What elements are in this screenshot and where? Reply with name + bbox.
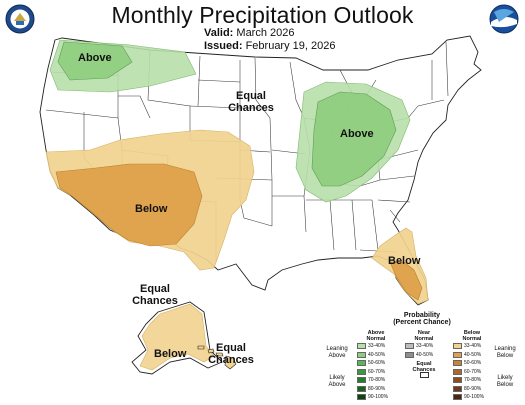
legend-title: Probability (Percent Chance) [322,312,522,326]
legend-near-swatch [405,343,414,349]
legend-above-range: 70-80% [368,377,386,383]
legend-above-swatch [357,368,366,375]
legend-likely-above-line2: Above [328,382,346,388]
equal-chances-alaska-line1: Equal [140,283,170,295]
valid-line: Valid: March 2026 [204,27,295,39]
legend-title-line1: Probability [403,312,441,319]
legend-near-header-line2: Normal [414,336,434,342]
legend-above-range: 33-40% [368,343,386,349]
legend-above-header-line2: Normal [366,336,386,342]
legend-equal-chances-swatch [420,372,429,378]
legend-leaning-above-line2: Above [328,353,346,359]
legend-equal-chances-line2: Chances [412,367,436,373]
legend-title-line2: (Percent Chance) [393,319,451,326]
legend-leaning-above: Leaning Above [322,346,352,360]
valid-label: Valid: [204,27,234,39]
legend-below-range: 40-50% [464,351,482,358]
legend-below-range: 33-40% [464,343,482,349]
legend-below-range: 60-70% [464,368,482,375]
legend: Probability (Percent Chance) Above Norma… [322,312,522,404]
legend-above-swatch [357,385,366,392]
legend-below-swatch [453,360,462,366]
equal-chances-center-line1: Equal [236,90,266,102]
legend-below-swatch [453,377,462,383]
legend-below-swatch [453,368,462,375]
legend-leaning-above-line1: Leaning [326,346,348,352]
equal-chances-hawaii-line1: Equal [216,342,246,354]
legend-leaning-below-line1: Leaning [494,346,516,352]
legend-below-range: 50-60% [464,360,482,366]
label-equal-chances-center: Equal Chances [226,90,276,114]
legend-above-range: 60-70% [368,368,386,375]
legend-below-swatch [453,394,462,400]
equal-chances-alaska-line2: Chances [132,295,178,307]
label-below-southwest: Below [135,203,168,215]
legend-near-range: 33-40% [416,343,434,349]
noaa-logo-icon [489,4,519,34]
legend-likely-below-line1: Likely [497,375,513,381]
label-above-midwest: Above [340,128,374,140]
equal-chances-hawaii-line2: Chances [208,354,254,366]
legend-leaning-below-line2: Below [496,353,514,359]
legend-above-range: 50-60% [368,360,386,366]
above-normal-midwest-region [295,81,411,203]
legend-equal-chances-line1: Equal [416,361,432,367]
legend-above-header: Above Normal [358,330,394,342]
hawaii [197,345,237,370]
legend-below-range: 90-100% [464,394,485,400]
legend-below-header: Below Normal [454,330,490,342]
doc-seal-icon [5,4,35,34]
label-below-alaska: Below [154,348,187,360]
legend-likely-below-line2: Below [496,382,514,388]
label-equal-chances-alaska: Equal Chances [130,283,180,307]
legend-below-swatch [453,351,462,358]
issued-value: February 19, 2026 [245,40,336,52]
legend-above-header-line1: Above [367,330,385,336]
issued-line: Issued: February 19, 2026 [204,40,335,52]
legend-near-range: 40-50% [416,351,434,358]
legend-above-range: 90-100% [368,394,389,400]
legend-above-range: 80-90% [368,385,386,392]
below-normal-se-region [371,227,429,305]
equal-chances-center-line2: Chances [228,102,274,114]
label-equal-chances-hawaii: Equal Chances [206,342,256,366]
legend-below-swatch [453,385,462,392]
legend-likely-above-line1: Likely [329,375,345,381]
legend-equal-chances: Equal Chances [406,361,442,373]
legend-below-range: 80-90% [464,385,482,392]
legend-below-range: 70-80% [464,377,482,383]
legend-likely-above: Likely Above [322,375,352,389]
legend-above-swatch [357,351,366,358]
above-normal-nw-region [49,39,197,93]
legend-below-header-line1: Below [463,330,481,336]
issued-label: Issued: [204,40,243,52]
legend-below-swatch [453,343,462,349]
legend-likely-below: Likely Below [490,375,520,389]
valid-value: March 2026 [236,27,295,39]
legend-above-swatch [357,360,366,366]
legend-above-range: 40-50% [368,351,386,358]
legend-near-header-line1: Near [417,330,431,336]
legend-near-header: Near Normal [406,330,442,342]
label-above-northwest: Above [78,52,112,64]
alaska [131,301,223,375]
legend-below-header-line2: Normal [462,336,482,342]
legend-above-swatch [357,394,366,400]
legend-leaning-below: Leaning Below [490,346,520,360]
legend-above-swatch [357,377,366,383]
legend-above-swatch [357,343,366,349]
below-normal-sw-region [45,129,255,271]
legend-near-swatch [405,351,414,358]
label-below-florida: Below [388,255,421,267]
map-title: Monthly Precipitation Outlook [111,2,414,28]
